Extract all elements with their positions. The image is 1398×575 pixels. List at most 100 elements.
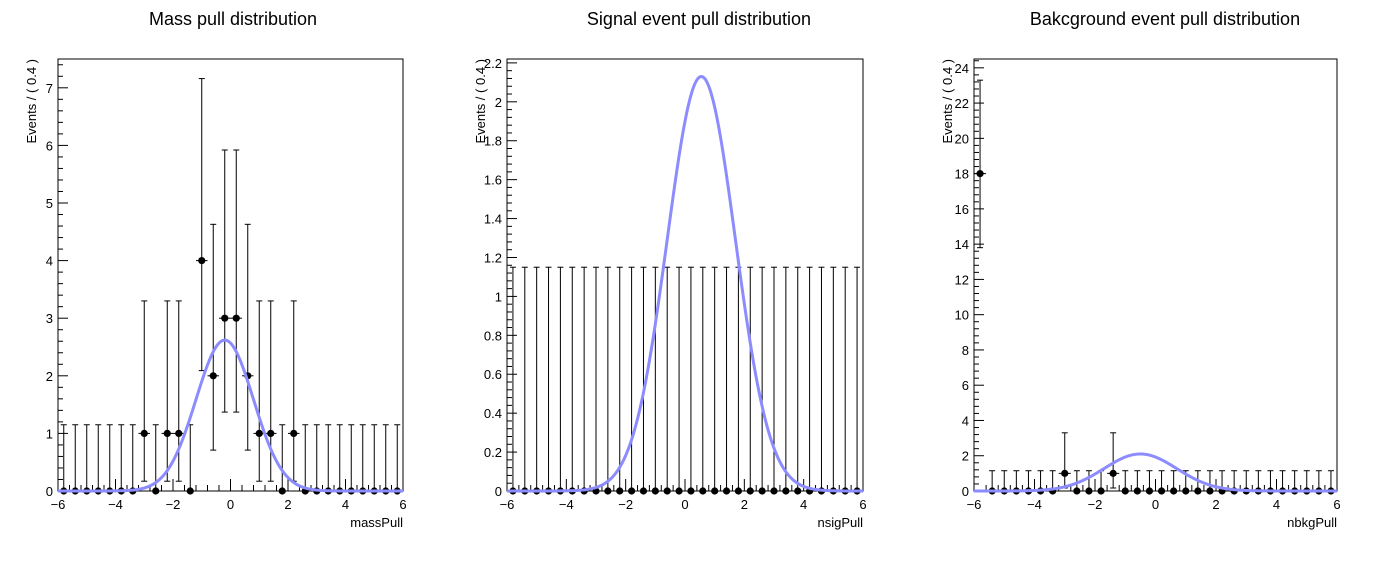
y-tick-label: 22 bbox=[955, 96, 969, 111]
marker bbox=[782, 487, 790, 495]
y-tick-label: 7 bbox=[46, 81, 53, 96]
marker bbox=[604, 487, 612, 495]
marker bbox=[175, 429, 183, 437]
y-tick-label: 0 bbox=[495, 484, 502, 499]
y-tick-label: 5 bbox=[46, 196, 53, 211]
data-point bbox=[380, 424, 392, 495]
data-point bbox=[391, 424, 403, 495]
y-tick-label: 0.4 bbox=[484, 406, 502, 421]
marker bbox=[1109, 469, 1117, 477]
x-tick-label: 4 bbox=[1273, 497, 1280, 512]
data-point bbox=[322, 424, 334, 495]
marker bbox=[267, 429, 275, 437]
data-point bbox=[242, 223, 254, 451]
x-tick-label: −2 bbox=[1088, 497, 1103, 512]
y-tick-label: 14 bbox=[955, 237, 969, 252]
x-tick-label: −4 bbox=[108, 497, 123, 512]
x-tick-label: −6 bbox=[51, 497, 66, 512]
data-point bbox=[803, 266, 816, 495]
marker bbox=[198, 257, 206, 265]
data-point bbox=[1143, 470, 1156, 495]
fit-curve bbox=[974, 452, 1337, 493]
data-point bbox=[554, 266, 567, 495]
marker bbox=[140, 429, 148, 437]
data-point bbox=[578, 266, 591, 495]
marker bbox=[711, 487, 719, 495]
data-point bbox=[1167, 470, 1180, 495]
signal-pull-chart: −6 −4 −2 0 2 4 6 0 0.2 0.4 0.6 0.8 1 1.2 1.4 1.6 1.8 2 2.2… bbox=[473, 56, 867, 530]
marker bbox=[651, 487, 659, 495]
y-tick-label: 0.8 bbox=[484, 328, 502, 343]
data-point bbox=[311, 424, 323, 495]
data-point bbox=[839, 266, 852, 495]
x-tick-label: 0 bbox=[681, 497, 688, 512]
mass-pull-chart: −6 −4 −2 0 2 4 6 0 1 2 3 4 5 6 7 massPull Events / ( 0.4… bbox=[24, 58, 407, 530]
fit-curve bbox=[507, 75, 863, 493]
marker bbox=[699, 487, 707, 495]
background-pull-panel: Bakcground event pull distribution −6 −4 −… bbox=[932, 0, 1398, 575]
data-point bbox=[542, 266, 555, 495]
data-point bbox=[625, 266, 638, 495]
y-tick-label: 12 bbox=[955, 272, 969, 287]
chart-title: Signal event pull distribution bbox=[586, 9, 812, 29]
y-tick-label: 2 bbox=[962, 449, 969, 464]
data-point bbox=[150, 424, 162, 495]
data-point bbox=[207, 223, 219, 451]
data-point bbox=[601, 266, 614, 495]
data-point bbox=[720, 266, 733, 495]
marker bbox=[290, 429, 298, 437]
data-point bbox=[334, 424, 346, 495]
y-tick-label: 1.8 bbox=[484, 134, 502, 149]
signal-pull-panel: Signal event pull distribution −6 −4 −2 0 2 4… bbox=[466, 0, 932, 575]
data-point bbox=[649, 266, 662, 495]
data-point bbox=[196, 78, 208, 372]
marker bbox=[675, 487, 683, 495]
data-point bbox=[345, 424, 357, 495]
data-point bbox=[974, 79, 987, 249]
fit-curve bbox=[58, 338, 403, 493]
marker bbox=[1157, 487, 1166, 495]
marker bbox=[1097, 487, 1105, 495]
x-tick-label: −2 bbox=[166, 497, 181, 512]
data-point bbox=[253, 300, 265, 482]
background-pull-chart: −6 −4 −2 0 2 4 6024681012141618202224nbkgPullE… bbox=[940, 58, 1341, 530]
marker bbox=[1206, 487, 1214, 495]
data-point bbox=[127, 424, 139, 495]
data-point bbox=[138, 300, 150, 482]
y-tick-label: 18 bbox=[955, 167, 969, 182]
data-point bbox=[685, 266, 697, 495]
data-point bbox=[518, 266, 531, 495]
data-point bbox=[673, 266, 685, 495]
data-point bbox=[288, 300, 300, 482]
data-point bbox=[1070, 470, 1083, 495]
marker bbox=[628, 487, 636, 495]
data-point bbox=[299, 424, 311, 495]
data-point bbox=[115, 424, 127, 495]
marker bbox=[687, 487, 695, 495]
x-tick-label: 4 bbox=[342, 497, 349, 512]
marker bbox=[976, 170, 984, 178]
data-point bbox=[219, 149, 231, 413]
plot-frame bbox=[973, 58, 1338, 492]
y-axis-title: Events / ( 0.4 ) bbox=[24, 59, 39, 144]
marker bbox=[1073, 487, 1081, 495]
marker bbox=[1170, 487, 1178, 495]
data-point bbox=[104, 424, 116, 495]
data-point bbox=[613, 266, 626, 495]
y-tick-label: 2 bbox=[46, 369, 53, 384]
x-tick-label: 6 bbox=[399, 497, 406, 512]
data-point bbox=[1119, 470, 1132, 495]
mass-pull-panel: Mass pull distribution −6 −4 −2 0 2 4 6 0 1 2 3 4 5 6… bbox=[0, 0, 466, 575]
data-point bbox=[756, 266, 769, 495]
marker bbox=[746, 487, 754, 495]
data-point bbox=[566, 266, 579, 495]
x-tick-label: −6 bbox=[500, 497, 515, 512]
data-point bbox=[768, 266, 780, 495]
x-tick-label: −6 bbox=[967, 497, 982, 512]
marker bbox=[255, 429, 263, 437]
y-tick-label: 0.6 bbox=[484, 367, 502, 382]
marker bbox=[616, 487, 624, 495]
marker bbox=[278, 487, 286, 495]
y-tick-label: 0.2 bbox=[484, 445, 502, 460]
data-point bbox=[184, 424, 196, 495]
